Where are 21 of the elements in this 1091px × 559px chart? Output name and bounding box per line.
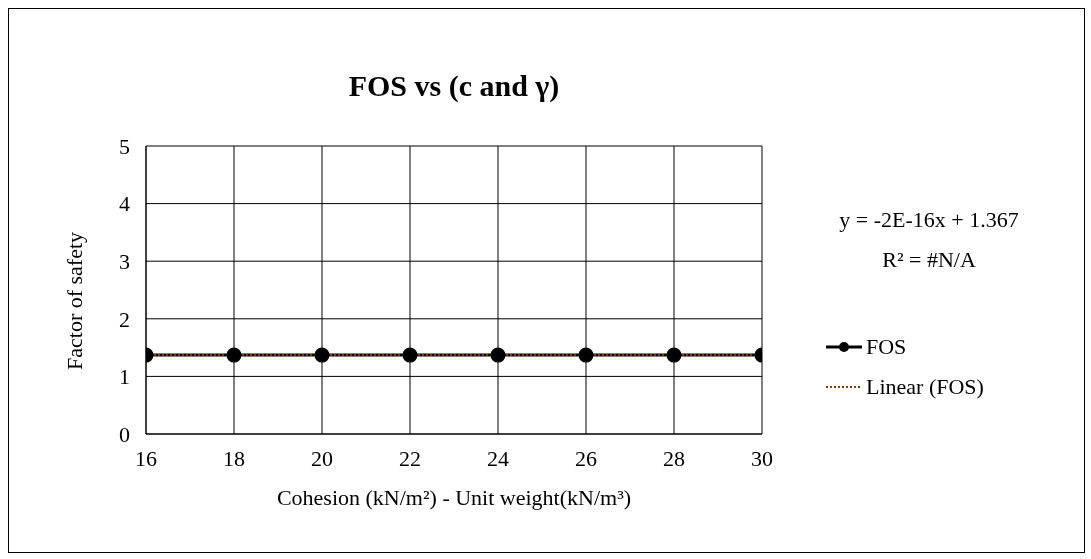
chart-title: FOS vs (c and γ) bbox=[347, 69, 561, 103]
y-tick-label: 1 bbox=[119, 364, 130, 390]
x-axis-title: Cohesion (kN/m²) - Unit weight(kN/m³) bbox=[276, 484, 632, 510]
x-tick-label: 30 bbox=[751, 445, 773, 471]
y-tick-label: 5 bbox=[119, 133, 130, 159]
legend-label: Linear (FOS) bbox=[866, 374, 984, 400]
y-tick-label: 4 bbox=[119, 191, 130, 217]
y-tick-label: 2 bbox=[119, 306, 130, 332]
x-tick-label: 18 bbox=[223, 445, 245, 471]
y-tick-label: 3 bbox=[119, 249, 130, 275]
y-axis-title: Factor of safety bbox=[61, 231, 87, 370]
x-tick-label: 20 bbox=[311, 445, 333, 471]
x-tick-label: 16 bbox=[135, 445, 157, 471]
x-tick-label: 22 bbox=[399, 445, 421, 471]
x-tick-label: 28 bbox=[663, 445, 685, 471]
legend-label: FOS bbox=[866, 334, 907, 360]
x-tick-label: 24 bbox=[487, 445, 509, 471]
x-tick-label: 26 bbox=[575, 445, 597, 471]
text: R² = #N/A bbox=[881, 247, 977, 273]
text: y = -2E-16x + 1.367 bbox=[838, 207, 1020, 233]
y-tick-label: 0 bbox=[119, 421, 130, 447]
